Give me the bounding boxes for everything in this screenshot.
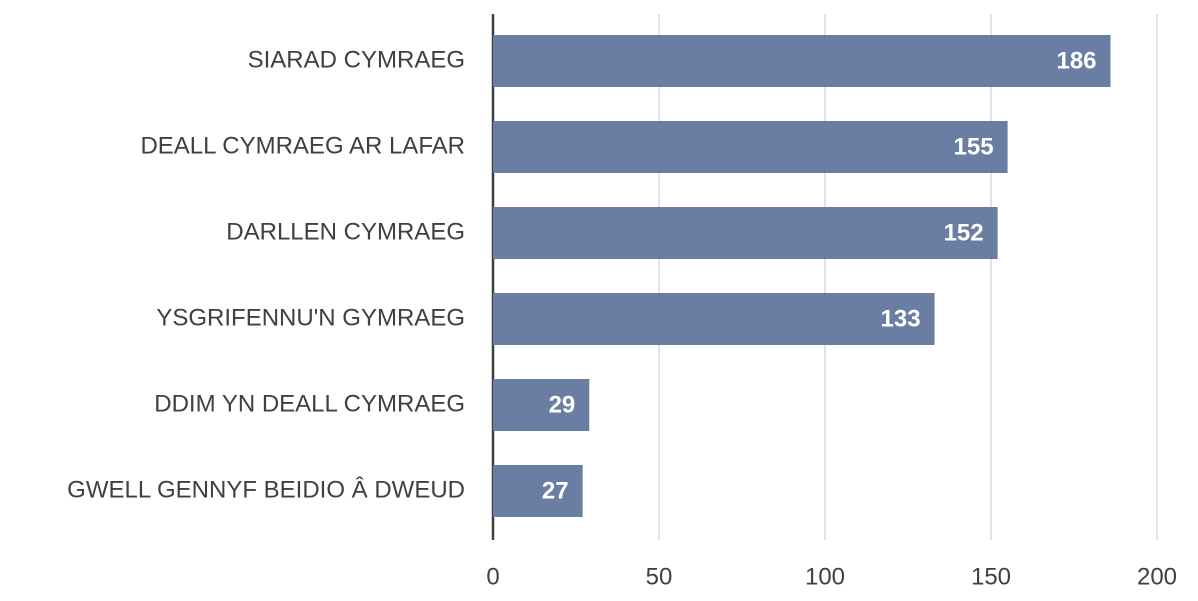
value-label: 29	[549, 391, 576, 418]
x-tick-label: 200	[1137, 563, 1177, 590]
x-tick-label: 100	[805, 563, 845, 590]
value-label: 27	[542, 477, 569, 504]
x-tick-label: 50	[646, 563, 673, 590]
bar	[493, 121, 1008, 173]
y-tick-label: DEALL CYMRAEG AR LAFAR	[140, 132, 465, 159]
bar	[493, 207, 998, 259]
bar	[493, 379, 590, 431]
bar	[493, 465, 583, 517]
y-tick-label: YSGRIFENNU'N GYMRAEG	[156, 304, 465, 331]
y-tick-label: DDIM YN DEALL CYMRAEG	[154, 390, 465, 417]
value-label: 133	[881, 305, 921, 332]
value-label: 186	[1056, 47, 1096, 74]
y-tick-label: GWELL GENNYF BEIDIO Â DWEUD	[67, 476, 465, 503]
bar	[493, 293, 935, 345]
bar	[493, 35, 1111, 87]
y-tick-label: SIARAD CYMRAEG	[248, 46, 465, 73]
x-tick-label: 0	[486, 563, 499, 590]
value-label: 152	[944, 219, 984, 246]
y-tick-label: DARLLEN CYMRAEG	[226, 218, 465, 245]
value-label: 155	[954, 133, 994, 160]
x-tick-label: 150	[971, 563, 1011, 590]
